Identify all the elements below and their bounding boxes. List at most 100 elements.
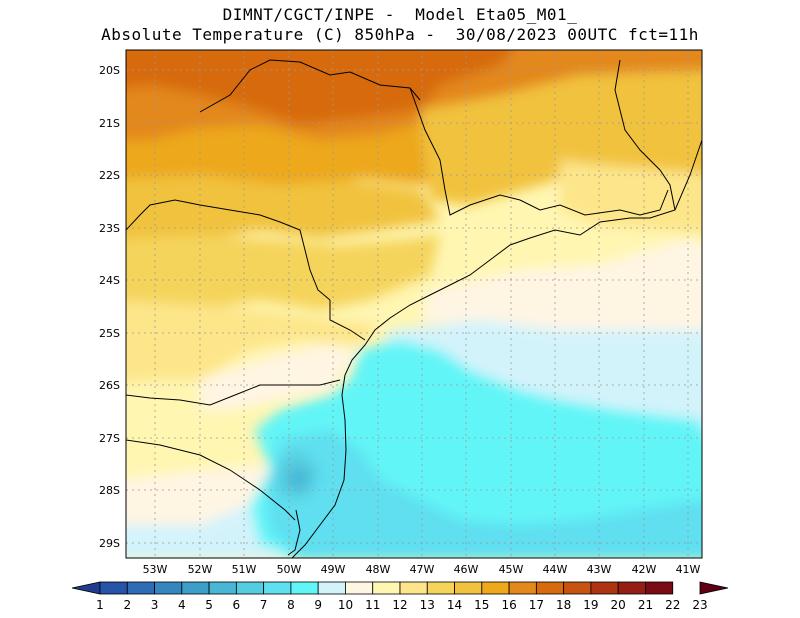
lat-label: 26S bbox=[99, 379, 120, 392]
lat-label: 22S bbox=[99, 169, 120, 182]
lat-label: 24S bbox=[99, 274, 120, 287]
colorbar-arrow-right bbox=[699, 581, 729, 595]
colorbar-swatch bbox=[345, 581, 374, 595]
colorbar-label: 2 bbox=[123, 598, 132, 612]
colorbar-swatch bbox=[399, 581, 428, 595]
colorbar-label: 10 bbox=[337, 598, 354, 612]
lon-label: 42W bbox=[632, 563, 657, 576]
colorbar-swatch bbox=[317, 581, 346, 595]
band-8c-south bbox=[126, 540, 280, 558]
lat-label: 27S bbox=[99, 432, 120, 445]
colorbar-swatch bbox=[154, 581, 183, 595]
colorbar-label: 13 bbox=[419, 598, 435, 612]
colorbar-swatch bbox=[590, 581, 619, 595]
colorbar bbox=[71, 581, 729, 595]
colorbar-label: 22 bbox=[665, 598, 681, 612]
colorbar-swatch bbox=[645, 581, 674, 595]
map-frame bbox=[125, 49, 703, 559]
band-15c-west bbox=[126, 175, 440, 250]
lat-label: 20S bbox=[99, 64, 120, 77]
colorbar-swatch bbox=[126, 581, 155, 595]
colorbar-label: 20 bbox=[610, 598, 626, 612]
colorbar-swatch bbox=[426, 581, 455, 595]
band-15c-east bbox=[420, 70, 702, 205]
colorbar-swatch bbox=[208, 581, 237, 595]
colorbar-swatch bbox=[617, 581, 646, 595]
lon-label: 50W bbox=[277, 563, 302, 576]
lon-label: 48W bbox=[366, 563, 391, 576]
lon-axis-labels: 53W 52W 51W 50W 49W 48W 47W 46W 45W 44W … bbox=[143, 563, 701, 576]
colorbar-label: 5 bbox=[205, 598, 213, 612]
lon-label: 46W bbox=[454, 563, 479, 576]
state-border-mg-es bbox=[614, 59, 676, 211]
lat-label: 29S bbox=[99, 537, 120, 550]
lon-label: 44W bbox=[543, 563, 568, 576]
band-14c-east bbox=[560, 160, 702, 234]
lat-label: 23S bbox=[99, 222, 120, 235]
state-border-rj bbox=[519, 189, 669, 216]
colorbar-swatch bbox=[454, 581, 483, 595]
colorbar-label: 4 bbox=[177, 598, 186, 612]
band-13c bbox=[126, 300, 380, 383]
lon-label: 51W bbox=[232, 563, 257, 576]
band-6c bbox=[288, 468, 310, 490]
lon-label: 52W bbox=[188, 563, 213, 576]
state-border-ms-sp bbox=[126, 199, 331, 301]
colorbar-label: 7 bbox=[259, 598, 268, 612]
colorbar-swatch bbox=[181, 581, 210, 595]
state-border-ms-mg bbox=[199, 59, 421, 113]
boundaries bbox=[126, 59, 702, 558]
colorbar-swatch bbox=[563, 581, 592, 595]
state-border-sp-mg bbox=[409, 87, 521, 216]
lat-label: 25S bbox=[99, 327, 120, 340]
band-14c-west bbox=[126, 235, 440, 310]
temperature-field bbox=[126, 50, 702, 558]
colorbar-label: 18 bbox=[555, 598, 572, 612]
band-18c bbox=[126, 50, 512, 125]
colorbar-swatch bbox=[99, 581, 128, 595]
state-border-pr-sc bbox=[329, 300, 366, 341]
colorbar-swatch bbox=[372, 581, 401, 595]
colorbar-label: 21 bbox=[637, 598, 654, 612]
colorbar-swatch bbox=[481, 581, 510, 595]
lon-label: 53W bbox=[143, 563, 168, 576]
colorbar-arrow-left bbox=[71, 581, 101, 595]
lon-label: 47W bbox=[410, 563, 435, 576]
state-border-sc-rs bbox=[126, 379, 341, 406]
colorbar-swatch bbox=[263, 581, 292, 595]
band-8c bbox=[265, 430, 702, 558]
colorbar-label: 1 bbox=[96, 598, 104, 612]
colorbar-label: 19 bbox=[583, 598, 599, 612]
border-south bbox=[126, 439, 296, 521]
colorbar-label: 9 bbox=[314, 598, 322, 612]
colorbar-label: 15 bbox=[474, 598, 490, 612]
lake-patos bbox=[287, 509, 301, 556]
coastline bbox=[291, 139, 702, 558]
lon-label: 45W bbox=[499, 563, 524, 576]
graticule bbox=[126, 50, 702, 558]
lat-axis-labels: 20S 21S 22S 23S 24S 25S 26S 27S 28S 29S bbox=[99, 64, 120, 550]
colorbar-label: 14 bbox=[446, 598, 463, 612]
band-11c-coast bbox=[420, 240, 702, 330]
colorbar-label: 8 bbox=[287, 598, 295, 612]
colorbar-label: 17 bbox=[528, 598, 544, 612]
colorbar-swatch bbox=[290, 581, 319, 595]
colorbar-label: 16 bbox=[501, 598, 517, 612]
colorbar-label: 6 bbox=[232, 598, 241, 612]
lon-label: 49W bbox=[321, 563, 346, 576]
lon-label: 43W bbox=[587, 563, 612, 576]
band-11c-west bbox=[200, 345, 360, 410]
colorbar-label: 12 bbox=[392, 598, 408, 612]
colorbar-label: 23 bbox=[692, 598, 708, 612]
lon-label: 41W bbox=[676, 563, 701, 576]
colorbar-swatch bbox=[535, 581, 565, 595]
lat-label: 21S bbox=[99, 117, 120, 130]
map-title-line-2: Absolute Temperature (C) 850hPa - 30/08/… bbox=[101, 25, 699, 44]
colorbar-label: 11 bbox=[365, 598, 381, 612]
map-title-line-1: DIMNT/CGCT/INPE - Model Eta05_M01_ bbox=[222, 5, 578, 24]
colorbar-label: 3 bbox=[150, 598, 159, 612]
lat-label: 28S bbox=[99, 484, 120, 497]
colorbar-swatch bbox=[235, 581, 265, 595]
colorbar-swatch bbox=[508, 581, 537, 595]
